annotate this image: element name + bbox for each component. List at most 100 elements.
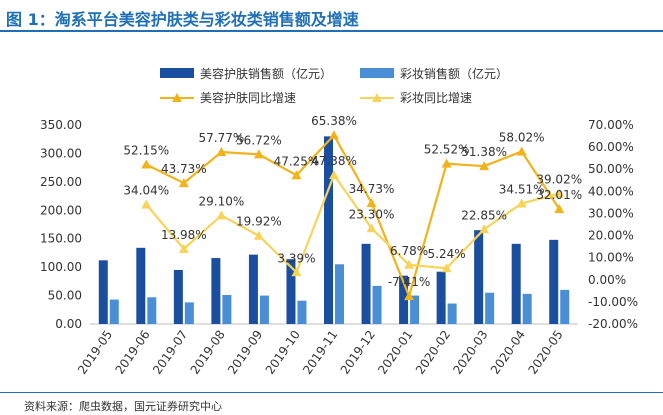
line-point: [441, 263, 452, 273]
data-label: 3.39%: [277, 251, 315, 265]
y-right-tick-label: 20.00%: [588, 229, 634, 243]
line-point: [216, 210, 227, 220]
bar: [173, 269, 183, 324]
x-tick-label: 2019-06: [113, 328, 153, 377]
data-label: 58.02%: [499, 130, 545, 144]
legend-label: 彩妆同比增速: [400, 91, 472, 105]
x-tick-label: 2019-07: [150, 328, 190, 377]
bar: [485, 292, 495, 324]
bar: [286, 259, 296, 324]
x-tick-label: 2020-05: [525, 328, 565, 377]
data-label: 5.24%: [428, 247, 466, 261]
y-left-tick-label: 250.00: [40, 175, 82, 189]
chart-bars: [98, 136, 570, 324]
bar: [222, 295, 232, 324]
line-point: [291, 267, 302, 277]
line-point: [141, 199, 152, 209]
data-label: 47.25%: [274, 154, 320, 168]
bar: [109, 299, 119, 324]
bar: [361, 243, 371, 324]
source-rule: [0, 392, 663, 393]
y-right-tick-label: 70.00%: [588, 118, 634, 132]
bar: [147, 297, 157, 324]
line-point: [178, 178, 189, 188]
y-left-tick-label: 350.00: [40, 118, 82, 132]
x-tick-label: 2019-05: [75, 328, 115, 377]
data-label: 39.02%: [536, 173, 582, 187]
x-tick-label: 2020-03: [450, 328, 490, 377]
y-right-tick-label: -20.00%: [588, 317, 638, 331]
bar: [549, 239, 559, 324]
data-label: 57.77%: [199, 131, 245, 145]
bar: [474, 230, 484, 324]
legend-marker: [372, 93, 382, 102]
series-line: [145, 172, 560, 275]
bar: [136, 247, 146, 324]
y-right-tick-label: 60.00%: [588, 140, 634, 154]
data-label: 52.52%: [424, 143, 470, 157]
line-point: [404, 259, 415, 269]
x-tick-label: 2019-10: [263, 328, 303, 377]
x-tick-label: 2019-11: [300, 328, 340, 377]
y-right-tick-label: 40.00%: [588, 184, 634, 198]
data-label: 34.73%: [349, 182, 395, 196]
line-point: [516, 198, 527, 208]
data-label: 65.38%: [311, 114, 357, 128]
y-right-tick-label: 50.00%: [588, 162, 634, 176]
data-label: -7.41%: [388, 275, 430, 289]
line-point: [479, 161, 490, 171]
bar: [436, 271, 446, 324]
bar: [447, 303, 457, 324]
data-label: 19.92%: [236, 215, 282, 229]
bar: [399, 275, 409, 324]
x-tick-label: 2020-02: [413, 328, 453, 377]
legend-swatch: [360, 68, 394, 78]
chart-data-labels: 52.15% 43.73% 57.77%56.72% 47.25% 65.38% 34.7…: [123, 114, 582, 289]
bar: [297, 300, 307, 324]
figure-title: 图 1：淘系平台美容护肤类与彩妆类销售额及增速: [6, 10, 359, 29]
bar: [410, 295, 420, 324]
y-left-tick-label: 150.00: [40, 232, 82, 246]
line-point: [404, 291, 415, 301]
y-right-tick-label: 30.00%: [588, 206, 634, 220]
data-label: 13.98%: [161, 228, 207, 242]
legend-label: 美容护肤同比增速: [200, 90, 296, 105]
y-right-tick-label: -10.00%: [588, 295, 638, 309]
chart-lines: [141, 130, 565, 301]
chart: 美容护肤销售额（亿元） 彩妆销售额（亿元） 美容护肤同比增速 彩妆同比增速 0.00 5…: [40, 66, 638, 377]
x-tick-label: 2019-12: [338, 328, 378, 377]
data-label: 29.10%: [199, 194, 245, 208]
legend-label: 美容护肤销售额（亿元）: [200, 66, 332, 81]
line-point: [291, 170, 302, 180]
title-rule: [0, 30, 663, 32]
bar: [522, 293, 532, 324]
series-line: [145, 133, 561, 300]
bar: [335, 264, 344, 324]
x-tick-label: 2020-01: [375, 328, 415, 377]
y-left-tick-label: 300.00: [40, 146, 82, 160]
bar: [248, 254, 258, 324]
data-label: 22.85%: [461, 208, 507, 222]
data-label: 32.01%: [536, 188, 582, 202]
data-label: 34.04%: [123, 184, 169, 198]
data-label: 56.72%: [236, 133, 282, 147]
x-tick-label: 2019-09: [225, 328, 265, 377]
x-tick-label: 2019-08: [188, 328, 228, 377]
line-point: [366, 223, 377, 233]
data-label: 51.38%: [461, 145, 507, 159]
source-note: 资料来源：爬虫数据，国元证券研究中心: [24, 400, 222, 413]
line-point: [366, 197, 377, 207]
legend-marker: [172, 93, 182, 102]
line-point: [554, 204, 565, 214]
chart-legend: 美容护肤销售额（亿元） 彩妆销售额（亿元） 美容护肤同比增速 彩妆同比增速: [160, 66, 508, 105]
y-left-tick-label: 0.00: [55, 317, 82, 331]
bar: [184, 302, 194, 324]
data-label: 23.30%: [349, 207, 395, 221]
bar: [560, 289, 570, 324]
data-label: 52.15%: [123, 143, 169, 157]
y-left-tick-label: 100.00: [40, 260, 82, 274]
legend-label: 彩妆销售额（亿元）: [400, 66, 508, 81]
bar: [372, 285, 382, 324]
line-point: [329, 170, 339, 180]
data-label: 6.78%: [390, 244, 428, 258]
